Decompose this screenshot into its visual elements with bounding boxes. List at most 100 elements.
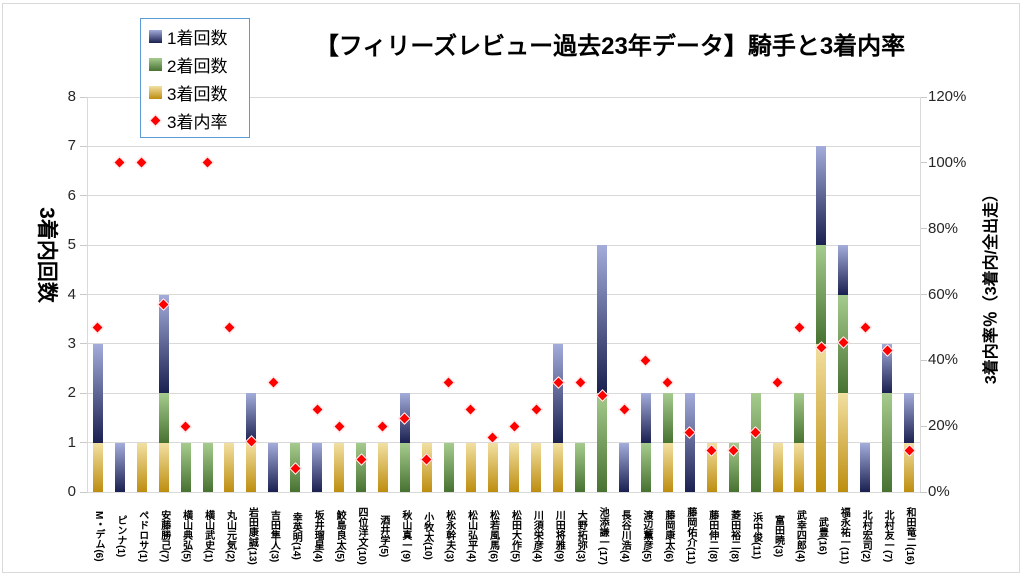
bar-segment-third [794,442,805,492]
bar-segment-second [575,442,586,492]
legend-item: 1着回数 [141,23,249,49]
right-axis-tick [920,162,927,164]
right-axis-tick-label: 0% [928,483,950,500]
left-axis-tick [80,343,87,345]
x-axis-label: 福永祐一(11) [838,507,850,565]
left-axis-tick-label: 4 [67,285,76,303]
left-axis-tick-label: 2 [67,384,76,402]
bar-segment-first [312,442,323,492]
x-axis-label: 丸山元気(2) [224,509,236,563]
legend-item: 2着回数 [141,51,249,77]
left-axis-tick [80,294,87,295]
x-axis-label: 安藤勝己(7) [158,509,170,563]
x-axis-label: 北村友一(7) [882,509,894,563]
bar-segment-first [640,393,651,443]
bar-segment-first [684,393,695,492]
bar-segment-third [509,442,520,492]
bar-segment-second [158,393,169,443]
bar-segment-first [904,393,915,443]
bar-segment-second [640,442,651,492]
x-axis-label: 松永幹夫(3) [443,509,455,563]
x-axis-label: 川須栄彦(4) [531,509,543,563]
x-axis-label: ピンナ(1) [114,514,126,558]
right-axis-tick-label: 100% [928,153,967,171]
gridline [87,442,920,444]
left-axis-tick [80,392,87,394]
right-axis-tick [920,359,927,361]
right-axis-tick-label: 120% [928,88,967,105]
gridline [87,491,920,493]
right-axis-tick-label: 60% [928,285,959,303]
gridline [87,343,920,345]
bar-segment-second [794,393,805,443]
legend: 1着回数 2着回数 3着回数 3着内率 [140,18,250,138]
x-axis-label: 渡辺薫彦(5) [640,509,652,563]
x-axis-label: 藤岡康太(6) [662,509,674,563]
left-axis-tick-label: 5 [67,236,76,254]
legend-square-swatch [149,57,162,71]
x-axis-label: 和田竜二(16) [904,507,916,565]
x-axis-label: 北村宏司(2) [860,509,872,563]
x-axis-label: 坂井瑠星(4) [312,509,324,563]
x-axis-label: 秋山真一(9) [399,509,411,563]
bar-segment-third [92,442,103,492]
right-axis-tick-label: 20% [928,417,959,435]
right-axis-tick-label: 40% [928,351,959,369]
gridline [87,294,920,295]
bar-segment-third [662,442,673,492]
right-axis-tick [920,96,927,98]
left-axis-tick [80,491,87,493]
x-axis-label: 武幸四郎(4) [794,509,806,563]
legend-label: 3着内率 [167,112,228,132]
bar-segment-first [114,442,125,492]
x-axis-label: 菱田裕二(8) [728,509,740,563]
x-axis-label: 池添謙一(17) [597,507,609,565]
left-axis-tick-label: 6 [67,186,76,204]
x-axis-label: 吉田隼人(3) [268,509,280,563]
bar-segment-third [553,442,564,492]
right-axis-tick-label: 80% [928,219,959,237]
bar-segment-second [882,393,893,492]
bar-segment-second [662,393,673,443]
left-axis-tick [80,244,87,246]
left-axis-tick [80,195,87,197]
x-axis-label: 横山武史(1) [202,509,214,563]
left-axis-tick [80,442,87,444]
bar-segment-third [904,442,915,492]
x-axis-label: 松若風馬(6) [487,509,499,563]
bar-segment-first [816,146,827,246]
bar-segment-first [597,245,608,394]
x-axis-label: 小牧太(10) [421,512,433,560]
bar-segment-second [816,245,827,344]
bar-segment-second [750,393,761,492]
x-axis-label: 長谷川浩(4) [619,509,631,563]
bar-segment-second [597,393,608,492]
x-axis-label: 武豊(16) [816,517,828,555]
gridline [87,96,920,98]
bar-segment-first [838,245,849,295]
bar-segment-third [838,393,849,492]
bar-segment-second [356,442,366,492]
bar-segment-second [399,442,410,492]
bar-segment-second [443,442,454,492]
bar-segment-third [465,442,476,492]
bar-segment-third [531,442,542,492]
legend-label: 3着回数 [167,84,228,104]
bar-segment-first [92,343,103,443]
left-axis-tick-label: 0 [67,483,76,500]
x-axis-label: 鮫島良太(5) [334,509,346,563]
chart-title: 【フィリーズレビュー過去23年データ】騎手と3着内率 [314,33,906,60]
bar-segment-third [136,442,147,492]
x-axis-label: 幸英明(14) [290,512,302,560]
right-axis-tick [920,228,927,230]
left-axis-tick-label: 3 [67,334,76,352]
gridline [87,392,920,394]
left-axis-tick-label: 7 [67,137,76,155]
bar-segment-first [553,343,564,443]
bar-segment-third [334,442,345,492]
bar-segment-third [706,442,717,492]
bar-segment-third [816,343,827,492]
bar-segment-first [268,442,279,492]
x-axis-label: 松山弘平(4) [465,509,477,563]
x-axis-label: 藤田伸二(8) [706,509,718,563]
